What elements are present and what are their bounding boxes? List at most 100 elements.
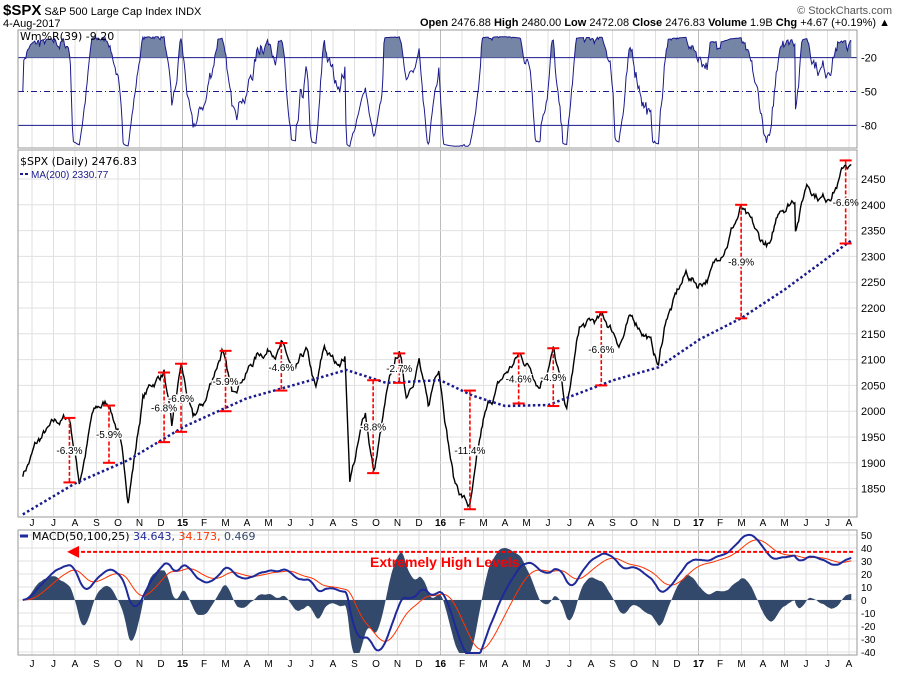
macd-tick-label: 50	[861, 531, 873, 542]
x-tick-label: F	[201, 659, 207, 670]
panel-frame-p	[17, 149, 858, 518]
x-tick-label: J	[288, 518, 293, 529]
wmr-legend: Wm%R(39) -9.20	[20, 30, 114, 43]
price-legend: $SPX (Daily) 2476.83	[20, 155, 137, 168]
price-tick-label: 2300	[861, 251, 885, 263]
x-tick-label: N	[136, 659, 143, 670]
x-tick-label: A	[330, 518, 337, 529]
drawdown-label: -4.9%	[540, 373, 566, 384]
high-value: 2480.00	[521, 17, 562, 29]
macd-annotation-text: Extremely High Levels	[370, 554, 520, 570]
wmr-tick-label: -20	[861, 53, 877, 65]
price-tick-label: 1850	[861, 484, 885, 496]
chg-value: +4.67 (+0.19%)	[800, 17, 877, 29]
x-tick-label: M	[479, 659, 487, 670]
x-tick-label: S	[93, 659, 100, 670]
watermark: © StockCharts.com	[797, 5, 892, 17]
x-tick-label: A	[760, 659, 767, 670]
x-tick-label: N	[394, 518, 401, 529]
x-tick-label: A	[846, 659, 853, 670]
close-value: 2476.83	[665, 17, 705, 29]
x-tick-label: A	[588, 659, 595, 670]
chg-label: Chg	[775, 17, 798, 29]
x-tick-label: 16	[435, 659, 447, 670]
low-value: 2472.08	[589, 17, 630, 29]
symbol: $SPX	[3, 2, 42, 19]
x-tick-label: A	[330, 659, 337, 670]
high-label: High	[493, 17, 519, 29]
x-tick-label: O	[630, 518, 638, 529]
wmr-line	[22, 35, 852, 147]
macd-tick-label: 0	[861, 596, 867, 607]
x-tick-label: M	[737, 659, 745, 670]
price-tick-label: 2200	[861, 303, 885, 315]
macd-tick-label: 40	[861, 544, 873, 555]
macd-tick-label: 10	[861, 583, 873, 594]
x-tick-label: M	[737, 518, 745, 529]
x-tick-label: S	[609, 659, 616, 670]
low-label: Low	[564, 17, 587, 29]
x-tick-label: M	[221, 518, 229, 529]
x-tick-label: F	[717, 659, 723, 670]
x-tick-label: A	[72, 518, 79, 529]
x-tick-label: M	[264, 659, 272, 670]
price-tick-label: 2450	[861, 174, 885, 186]
x-tick-label: J	[546, 518, 551, 529]
x-tick-label: D	[157, 518, 164, 529]
ma-legend: MA(200) 2330.77	[31, 170, 109, 181]
price-tick-label: 2050	[861, 380, 885, 392]
x-tick-label: N	[136, 518, 143, 529]
drawdown-label: -4.6%	[506, 374, 532, 385]
x-tick-label: F	[717, 518, 723, 529]
index-name: S&P 500 Large Cap Index	[44, 6, 173, 18]
x-tick-label: A	[244, 659, 251, 670]
signal-value: 34.173,	[179, 530, 221, 543]
x-tick-label: M	[479, 518, 487, 529]
wmr-tick-label: -80	[861, 120, 877, 132]
x-tick-label: J	[288, 659, 293, 670]
price-tick-label: 2100	[861, 355, 885, 367]
x-tick-label: D	[673, 659, 680, 670]
x-tick-label: A	[588, 518, 595, 529]
arrow-left-icon	[67, 545, 80, 558]
x-tick-label: J	[30, 518, 35, 529]
macd-value: 34.643,	[133, 530, 175, 543]
x-tick-label: M	[264, 518, 272, 529]
x-tick-label: M	[221, 659, 229, 670]
macd-tick-label: -30	[861, 635, 876, 646]
drawdown-label: -6.6%	[588, 345, 614, 356]
x-tick-label: F	[459, 518, 465, 529]
x-tick-label: 17	[693, 659, 705, 670]
close-label: Close	[632, 17, 663, 29]
drawdown-label: -6.6%	[833, 198, 859, 209]
volume-value: 1.9B	[750, 17, 773, 29]
x-tick-label: J	[51, 659, 56, 670]
exchange: INDX	[175, 6, 202, 18]
x-tick-label: 16	[435, 518, 447, 529]
x-tick-label: A	[760, 518, 767, 529]
macd-tick-label: -20	[861, 622, 876, 633]
panel-frame-w	[17, 29, 858, 149]
price-tick-label: 1950	[861, 432, 885, 444]
macd-legend-label: MACD(50,100,25)	[32, 530, 130, 543]
x-tick-label: J	[825, 518, 830, 529]
x-tick-label: 15	[177, 518, 189, 529]
x-tick-label: J	[309, 518, 314, 529]
drawdown-label: -6.6%	[168, 394, 194, 405]
x-tick-label: J	[804, 659, 809, 670]
x-tick-label: A	[502, 659, 509, 670]
x-tick-label: S	[93, 518, 100, 529]
x-tick-label: A	[244, 518, 251, 529]
drawdown-label: -5.9%	[212, 377, 238, 388]
x-tick-label: J	[546, 659, 551, 670]
macd-legend: MACD(50,100,25) 34.643, 34.173, 0.469	[32, 530, 256, 543]
x-tick-label: 17	[693, 518, 705, 529]
ma200-line	[22, 239, 853, 516]
x-tick-label: M	[780, 659, 788, 670]
x-tick-label: F	[201, 518, 207, 529]
drawdown-label: -11.4%	[454, 446, 485, 457]
x-tick-label: J	[30, 659, 35, 670]
x-tick-label: N	[394, 659, 401, 670]
macd-tick-label: 20	[861, 570, 873, 581]
